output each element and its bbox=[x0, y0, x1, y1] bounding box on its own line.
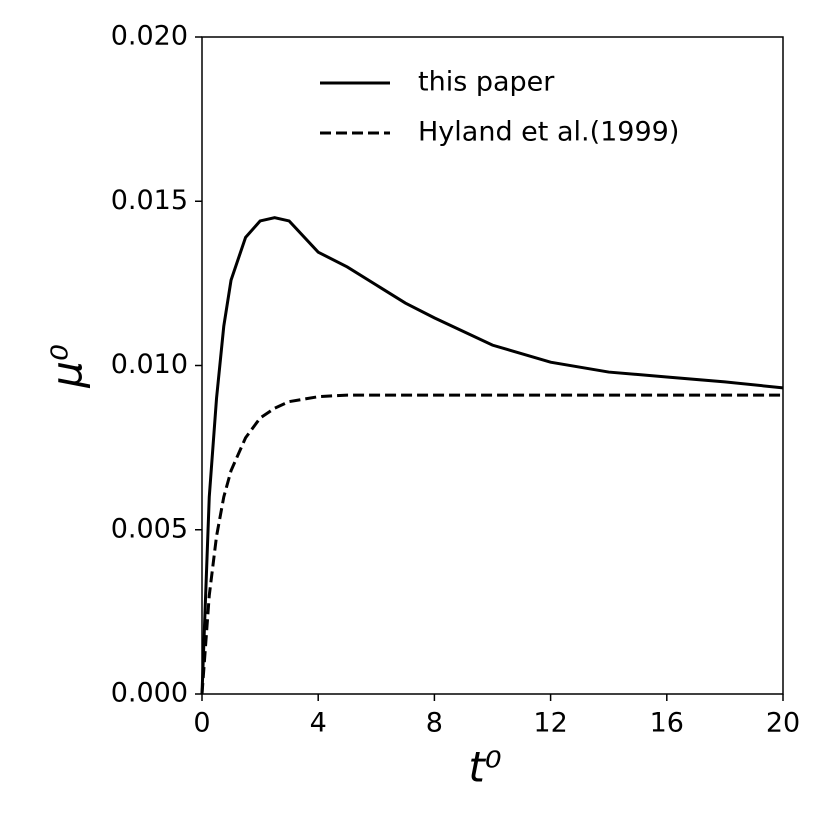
x-tick-label: 16 bbox=[650, 708, 684, 739]
y-axis-label: μ⁰ bbox=[43, 344, 92, 389]
legend-label: this paper bbox=[418, 67, 555, 98]
line-series bbox=[200, 393, 783, 695]
y-tick-label: 0.020 bbox=[111, 21, 188, 52]
x-tick-label: 4 bbox=[310, 708, 327, 739]
x-axis-label: t⁰ bbox=[468, 743, 501, 792]
line-series bbox=[200, 216, 784, 695]
y-tick-label: 0.010 bbox=[111, 349, 188, 380]
legend-label: Hyland et al.(1999) bbox=[418, 117, 679, 148]
x-tick-label: 8 bbox=[426, 708, 443, 739]
plot-frame bbox=[201, 36, 784, 695]
y-tick-label: 0.015 bbox=[111, 185, 188, 216]
x-tick-label: 0 bbox=[193, 708, 210, 739]
x-tick-label: 20 bbox=[766, 708, 800, 739]
y-tick-label: 0.000 bbox=[111, 678, 188, 709]
x-tick-label: 12 bbox=[533, 708, 567, 739]
y-tick-label: 0.005 bbox=[111, 513, 188, 544]
